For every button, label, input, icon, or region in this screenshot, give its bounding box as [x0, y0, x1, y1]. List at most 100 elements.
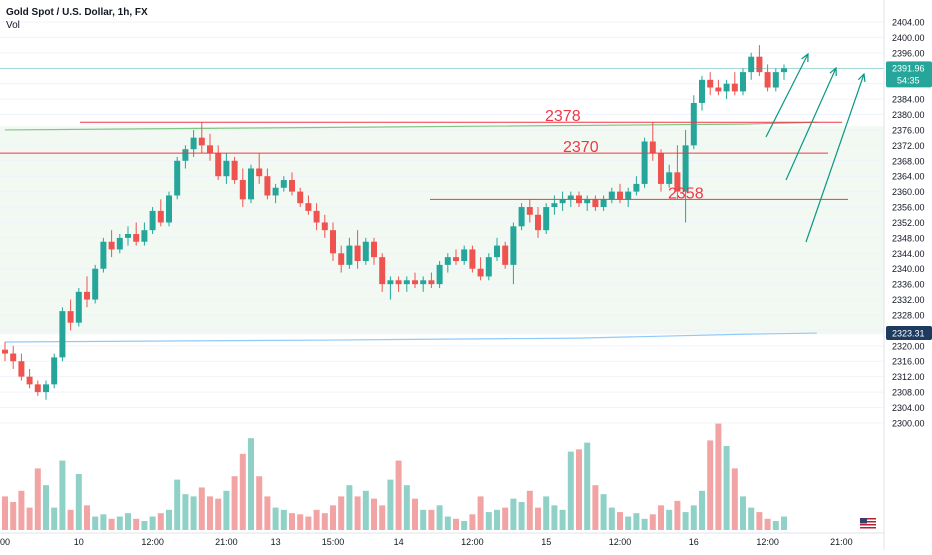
candle-body [658, 153, 664, 184]
candle-body [297, 191, 304, 204]
volume-bar [2, 496, 8, 530]
candle-body [43, 384, 49, 393]
volume-bar [51, 507, 58, 530]
candle-body [67, 311, 74, 323]
candle-body [379, 257, 386, 285]
volume-bar [305, 516, 312, 530]
candle-body [412, 280, 418, 285]
candle-body [477, 268, 484, 277]
price-tick-label: 2372.00 [892, 141, 925, 151]
chart-header: Gold Spot / U.S. Dollar, 1h, FX Vol [6, 6, 148, 32]
price-tick-label: 2336.00 [892, 280, 925, 290]
volume-bar [649, 514, 656, 530]
time-tick-label: 13 [271, 537, 281, 547]
volume-bar [756, 512, 763, 530]
volume-bar [297, 514, 304, 530]
price-tick-label: 2384.00 [892, 95, 925, 105]
volume-bar [764, 518, 771, 530]
symbol-title[interactable]: Gold Spot / U.S. Dollar, 1h, FX [6, 7, 148, 18]
volume-bar [641, 518, 648, 530]
candle-body [289, 180, 295, 192]
volume-bar [174, 479, 181, 530]
candle-body [10, 353, 17, 362]
ma-price-badge [886, 326, 932, 341]
volume-bar [256, 476, 263, 530]
candle-body [338, 253, 345, 265]
candle-body [157, 210, 164, 223]
candle-body [420, 280, 427, 285]
candle-body [133, 234, 140, 242]
price-tick-label: 2380.00 [892, 110, 925, 120]
candle-body [387, 280, 394, 285]
candle-body [354, 245, 361, 262]
volume-bar [412, 498, 418, 530]
volume-bar [231, 476, 238, 530]
volume-bar [26, 507, 33, 530]
ma-band [0, 126, 884, 335]
volume-bar [34, 468, 41, 530]
candle-body [321, 222, 328, 231]
volume-bar [190, 496, 197, 530]
candle-body [371, 241, 377, 258]
candle-body [34, 384, 41, 393]
candle-body [116, 237, 123, 250]
volume-bar [535, 507, 541, 530]
candle-body [313, 210, 320, 223]
candle-body [239, 180, 246, 200]
candle-body [92, 268, 99, 300]
candle-body [444, 257, 451, 265]
candle-body [256, 168, 263, 177]
candle-body [666, 172, 673, 184]
candle-body [346, 245, 353, 265]
volume-bar [59, 460, 66, 530]
price-tick-label: 2340.00 [892, 264, 925, 274]
candle-body [494, 245, 500, 258]
time-tick-label: 12:00 [461, 537, 484, 547]
candle-body [403, 280, 410, 285]
price-tick-label: 2304.00 [892, 403, 925, 413]
candle-body [305, 203, 312, 211]
candle-body [715, 87, 722, 92]
candle-body [215, 153, 222, 177]
price-tick-label: 2332.00 [892, 295, 925, 305]
moving-average-blue [4, 332, 817, 343]
projection-arrow [765, 53, 809, 138]
volume-bar [428, 509, 435, 530]
time-tick-label: 12:00 [756, 537, 779, 547]
candle-body [272, 187, 279, 196]
volume-bar [67, 509, 74, 530]
volume-bar [43, 485, 49, 530]
candle-body [453, 257, 459, 262]
volume-bar [149, 516, 156, 530]
volume-bar [420, 509, 427, 530]
volume-bar [248, 438, 254, 530]
candle-body [674, 172, 681, 192]
price-tick-label: 2400.00 [892, 33, 925, 43]
candle-body [84, 291, 90, 300]
candle-body [526, 207, 533, 215]
candle-body [641, 141, 648, 184]
volume-bar [371, 498, 377, 530]
candle-body [535, 214, 541, 231]
price-tick-label: 2308.00 [892, 388, 925, 398]
volume-bar [453, 518, 459, 530]
time-tick-label: 14 [394, 537, 404, 547]
volume-bar [690, 505, 697, 530]
volume-bar [18, 490, 25, 530]
candle-body [559, 199, 566, 204]
volume-indicator-label[interactable]: Vol [6, 20, 20, 31]
candle-body [617, 191, 623, 200]
projection-arrowhead [857, 72, 866, 83]
volume-bar [264, 496, 271, 530]
volume-bar [731, 468, 738, 530]
projection-arrow [805, 73, 865, 243]
last-price-badge [886, 61, 932, 88]
time-tick-label: 15 [541, 537, 551, 547]
candle-body [18, 361, 25, 377]
candle-body [592, 199, 599, 208]
volume-bar [781, 516, 787, 530]
volume-bar [92, 516, 99, 530]
price-tick-label: 2404.00 [892, 18, 925, 28]
